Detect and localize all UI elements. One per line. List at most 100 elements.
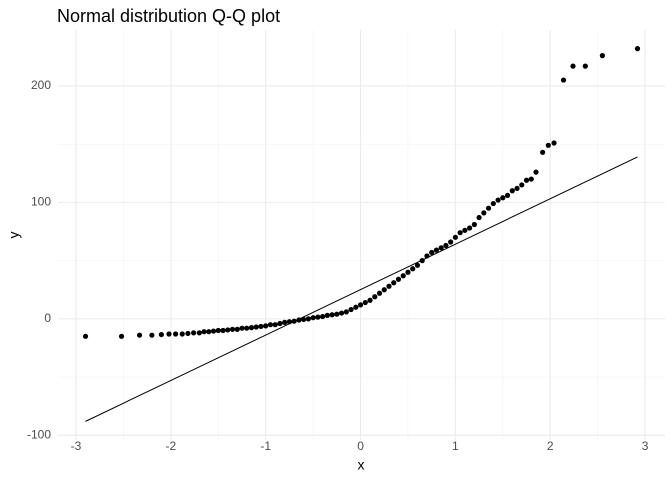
point (481, 210, 487, 216)
x-tick-label: 0 (357, 439, 364, 453)
point (310, 315, 316, 321)
point (173, 331, 179, 337)
point (225, 327, 231, 333)
y-tick-label: -100 (27, 428, 51, 442)
point (149, 332, 155, 338)
point (263, 323, 269, 329)
point (248, 324, 255, 331)
point (519, 182, 525, 188)
point (540, 149, 546, 155)
point (457, 230, 463, 236)
point (191, 330, 197, 336)
point (376, 290, 383, 296)
point (220, 327, 226, 334)
point (476, 214, 482, 221)
point (448, 239, 454, 245)
point (429, 249, 435, 256)
point (82, 333, 89, 339)
point (509, 188, 515, 194)
chart-title: Normal distribution Q-Q plot (57, 6, 280, 26)
point (272, 322, 278, 328)
point (433, 247, 440, 253)
point (282, 319, 288, 325)
point (253, 324, 259, 330)
point (410, 266, 416, 272)
point (179, 331, 185, 337)
point (244, 325, 250, 331)
point (277, 320, 283, 327)
point (301, 316, 307, 323)
point (528, 176, 534, 182)
y-tick-label: 0 (44, 311, 51, 325)
point (462, 227, 468, 233)
point (329, 312, 335, 318)
point (185, 330, 191, 337)
point (560, 77, 567, 83)
point (395, 276, 402, 282)
point (386, 283, 392, 289)
point (414, 262, 421, 268)
point (215, 327, 221, 334)
point (348, 306, 354, 313)
y-tick-label: 200 (31, 78, 51, 92)
point (545, 142, 551, 148)
point (533, 169, 539, 175)
point (372, 294, 378, 300)
point (196, 330, 202, 336)
x-tick-label: 3 (642, 439, 649, 453)
point (305, 316, 311, 322)
point (599, 53, 606, 59)
y-tick-label: 100 (31, 195, 51, 209)
point (338, 310, 345, 316)
point (334, 311, 340, 317)
point (438, 245, 444, 251)
point (315, 314, 321, 320)
point (495, 197, 501, 203)
point (400, 273, 406, 279)
point (166, 331, 172, 337)
x-tick-label: 1 (452, 439, 459, 453)
x-tick-label: -2 (166, 439, 177, 453)
point (353, 304, 359, 310)
point (467, 225, 473, 231)
point (357, 302, 364, 308)
point (258, 323, 264, 330)
point (320, 313, 326, 320)
point (118, 333, 125, 339)
x-tick-label: -3 (71, 439, 82, 453)
point (343, 309, 349, 315)
point (504, 192, 511, 198)
y-axis-title: y (6, 232, 22, 239)
point (324, 312, 330, 318)
point (490, 200, 496, 207)
reference-line (85, 156, 638, 422)
point (201, 329, 207, 335)
x-tick-label: -1 (260, 439, 271, 453)
point (443, 242, 449, 249)
point (362, 299, 368, 306)
point (634, 46, 641, 52)
point (570, 63, 576, 69)
point (391, 280, 397, 286)
point (267, 322, 274, 328)
point (582, 63, 588, 69)
x-tick-label: 2 (547, 439, 554, 453)
point (136, 332, 143, 338)
point (210, 328, 217, 334)
point (500, 195, 506, 201)
point (523, 177, 530, 183)
point (514, 185, 520, 192)
point (381, 287, 387, 293)
point (452, 234, 458, 240)
point (405, 269, 411, 275)
point (471, 221, 477, 228)
point (234, 326, 240, 332)
point (229, 326, 236, 332)
point (551, 140, 557, 146)
point (367, 297, 373, 303)
point (206, 329, 212, 335)
point (485, 205, 492, 211)
point (239, 325, 245, 331)
point (158, 331, 164, 338)
